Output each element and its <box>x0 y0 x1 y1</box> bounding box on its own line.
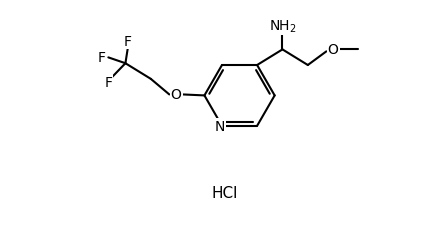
Text: F: F <box>105 75 113 89</box>
Text: N: N <box>214 120 225 134</box>
Text: O: O <box>328 43 338 57</box>
Text: NH$_2$: NH$_2$ <box>268 19 296 35</box>
Text: O: O <box>171 88 182 102</box>
Text: F: F <box>98 51 106 65</box>
Text: F: F <box>124 35 132 49</box>
Text: HCl: HCl <box>212 186 238 200</box>
